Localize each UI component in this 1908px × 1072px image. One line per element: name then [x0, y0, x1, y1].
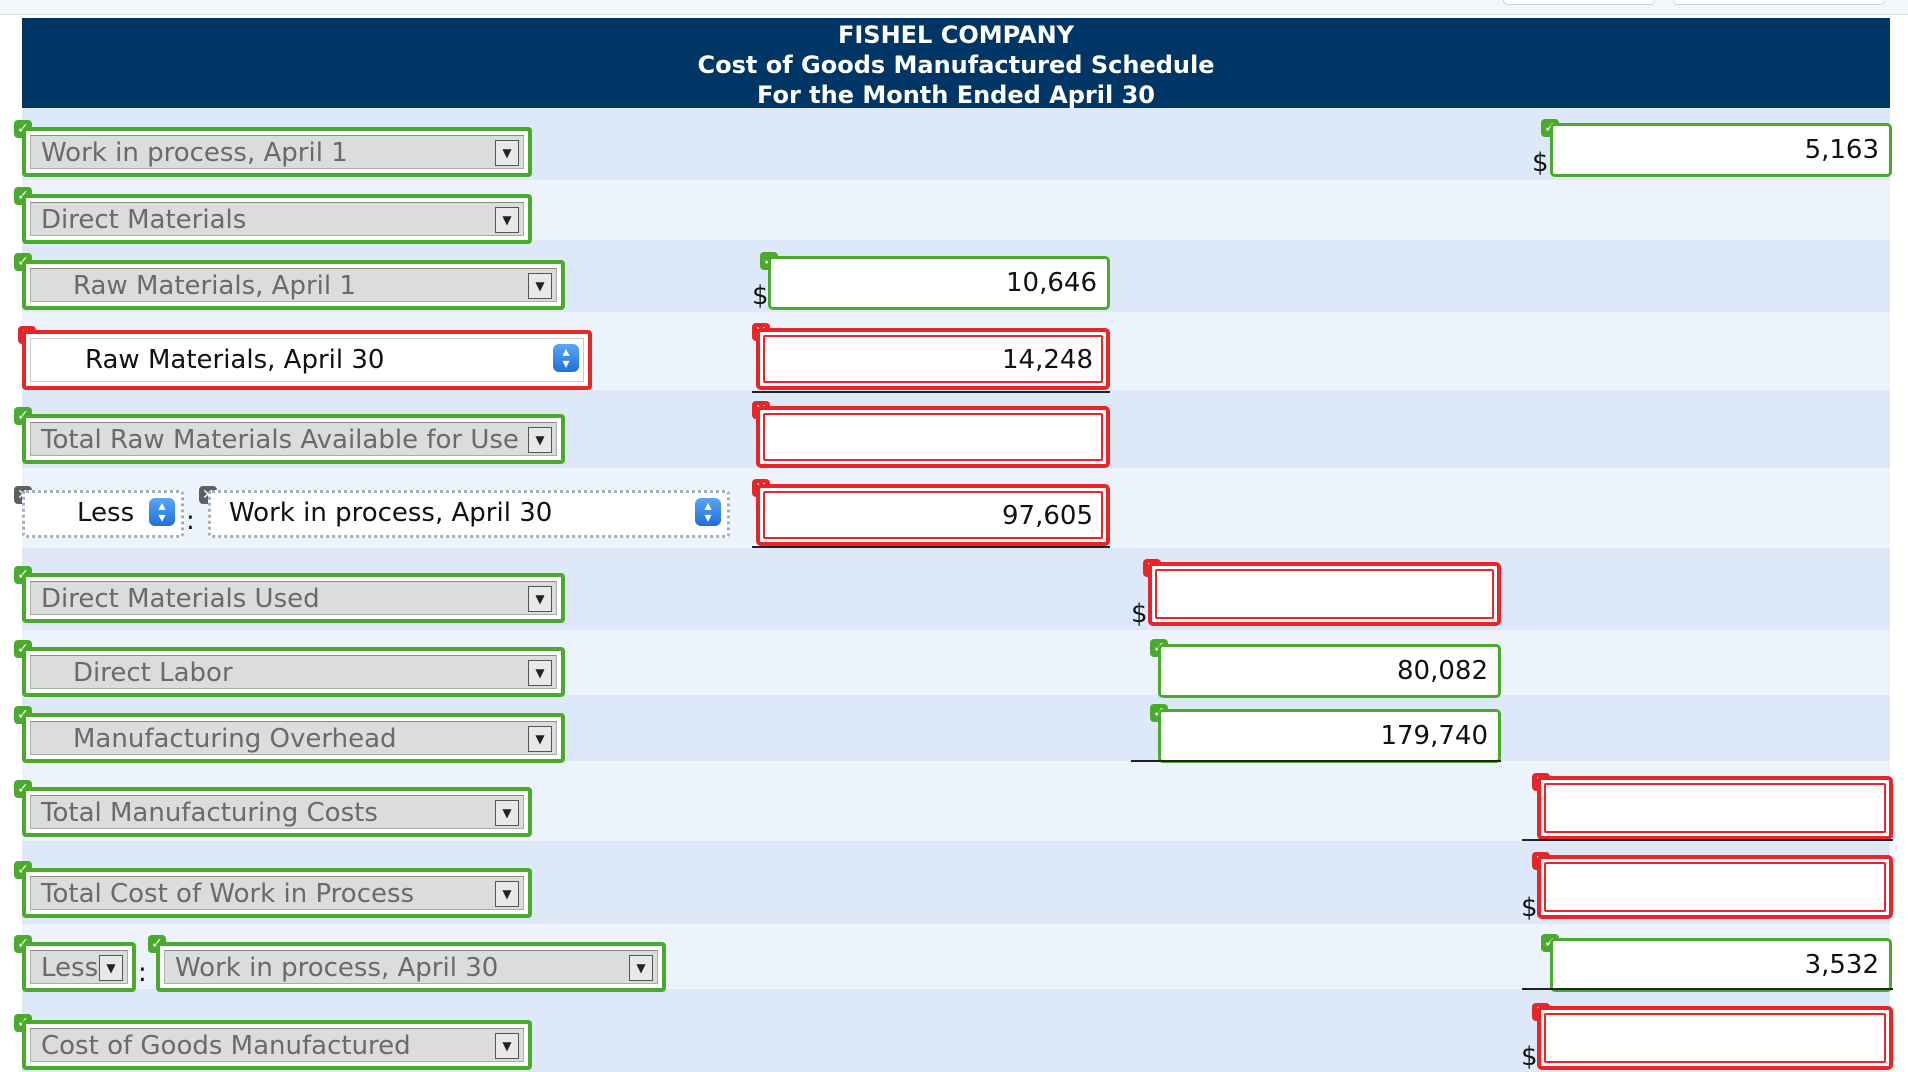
dollar-sign: $	[1532, 148, 1549, 178]
company-name: FISHEL COMPANY	[837, 21, 1075, 49]
direct-materials-select[interactable]: Direct Materials ▼	[22, 194, 532, 244]
dm-used-select[interactable]: Direct Materials Used ▼	[22, 573, 565, 623]
mfg-overhead-amount[interactable]: 179,740	[1158, 709, 1501, 763]
less2-wip-amount[interactable]: 3,532	[1550, 938, 1892, 992]
total-mfg-amount[interactable]	[1537, 776, 1893, 840]
dropdown-arrow-icon: ▼	[495, 1033, 519, 1059]
total-raw-amount[interactable]	[756, 406, 1110, 468]
total-raw-select[interactable]: Total Raw Materials Available for Use ▼	[22, 414, 565, 464]
dropdown-arrow-icon: ▼	[495, 140, 519, 166]
less2-wip-select[interactable]: Work in process, April 30 ▼	[156, 942, 666, 992]
direct-labor-amount[interactable]: 80,082	[1158, 644, 1501, 698]
total-mfg-select[interactable]: Total Manufacturing Costs ▼	[22, 787, 532, 837]
select-spinner-icon: ▴ ▾	[149, 498, 175, 526]
top-tab-button[interactable]	[1673, 0, 1885, 5]
mfg-overhead-select[interactable]: Manufacturing Overhead ▼	[22, 713, 565, 763]
total-wip-amount[interactable]	[1537, 855, 1893, 919]
less2-select[interactable]: Less ▼	[22, 942, 136, 992]
wip-begin-select[interactable]: Work in process, April 1 ▼	[22, 127, 532, 177]
less-wip-select[interactable]: Work in process, April 30 ▴ ▾	[208, 490, 730, 538]
top-tab-button[interactable]	[1503, 0, 1655, 5]
dollar-sign: $	[1521, 1042, 1538, 1072]
wip-begin-amount[interactable]: 5,163	[1550, 123, 1892, 177]
colon-separator: :	[186, 506, 195, 536]
underline-rule	[1131, 760, 1501, 762]
cogm-amount[interactable]	[1537, 1006, 1893, 1070]
underline-rule	[752, 391, 1110, 393]
dropdown-arrow-icon: ▼	[528, 273, 552, 299]
total-wip-select[interactable]: Total Cost of Work in Process ▼	[22, 868, 532, 918]
less-select[interactable]: Less ▴ ▾	[22, 490, 184, 538]
dropdown-arrow-icon: ▼	[528, 660, 552, 686]
underline-rule	[1522, 988, 1893, 990]
dropdown-arrow-icon: ▼	[495, 207, 519, 233]
dm-used-amount[interactable]	[1148, 562, 1501, 626]
top-strip	[0, 0, 1908, 15]
dollar-sign: $	[1131, 599, 1148, 629]
raw-end-select[interactable]: Raw Materials, April 30 ▴ ▾	[22, 330, 592, 390]
select-spinner-icon: ▴ ▾	[695, 498, 721, 526]
direct-labor-select[interactable]: Direct Labor ▼	[22, 647, 565, 697]
dropdown-arrow-icon: ▼	[495, 800, 519, 826]
dropdown-arrow-icon: ▼	[99, 955, 123, 981]
less-wip-amount[interactable]: 97,605	[756, 484, 1110, 546]
dollar-sign: $	[1521, 893, 1538, 923]
raw-end-amount[interactable]: 14,248	[756, 328, 1110, 390]
colon-separator: :	[138, 958, 147, 988]
dropdown-arrow-icon: ▼	[528, 726, 552, 752]
dropdown-arrow-icon: ▼	[495, 881, 519, 907]
dollar-sign: $	[752, 281, 769, 311]
underline-rule	[752, 546, 1110, 548]
schedule-header: FISHEL COMPANY Cost of Goods Manufacture…	[22, 18, 1890, 109]
schedule-period: For the Month Ended April 30	[757, 81, 1155, 109]
dropdown-arrow-icon: ▼	[528, 427, 552, 453]
select-spinner-icon: ▴ ▾	[553, 344, 579, 372]
raw-begin-amount[interactable]: 10,646	[768, 256, 1110, 310]
schedule-title: Cost of Goods Manufactured Schedule	[697, 51, 1215, 79]
dropdown-arrow-icon: ▼	[528, 586, 552, 612]
cogm-select[interactable]: Cost of Goods Manufactured ▼	[22, 1020, 532, 1070]
underline-rule	[1522, 839, 1893, 841]
dropdown-arrow-icon: ▼	[629, 955, 653, 981]
raw-begin-select[interactable]: Raw Materials, April 1 ▼	[22, 260, 565, 310]
